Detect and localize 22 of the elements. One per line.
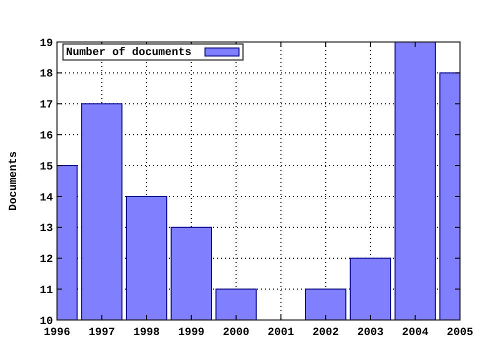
x-tick-label: 2004 [402,327,429,339]
x-tick-label: 2001 [268,327,294,339]
x-tick-label: 2002 [312,327,339,339]
x-tick-label: 1996 [44,327,70,339]
y-tick-label: 16 [40,130,53,143]
y-tick-label: 11 [40,284,54,297]
y-tick-label: 12 [40,254,53,266]
y-tick-label: 17 [40,100,53,112]
y-tick-label: 10 [40,316,53,328]
y-tick-label: 19 [40,38,53,50]
x-tick-label: 2000 [222,327,250,339]
x-tick-label: 1998 [133,327,160,339]
x-tick-label: 1999 [178,327,205,339]
x-tick-label: 2005 [446,327,474,339]
x-tick-label: 2003 [357,327,384,339]
y-axis-title: Documents [8,151,20,211]
y-tick-label: 18 [40,68,54,81]
y-tick-label: 14 [40,192,54,204]
x-tick-label: 1997 [88,327,115,339]
legend-label: Number of documents [66,46,192,59]
y-tick-label: 15 [40,161,54,174]
y-tick-label: 13 [40,223,54,236]
